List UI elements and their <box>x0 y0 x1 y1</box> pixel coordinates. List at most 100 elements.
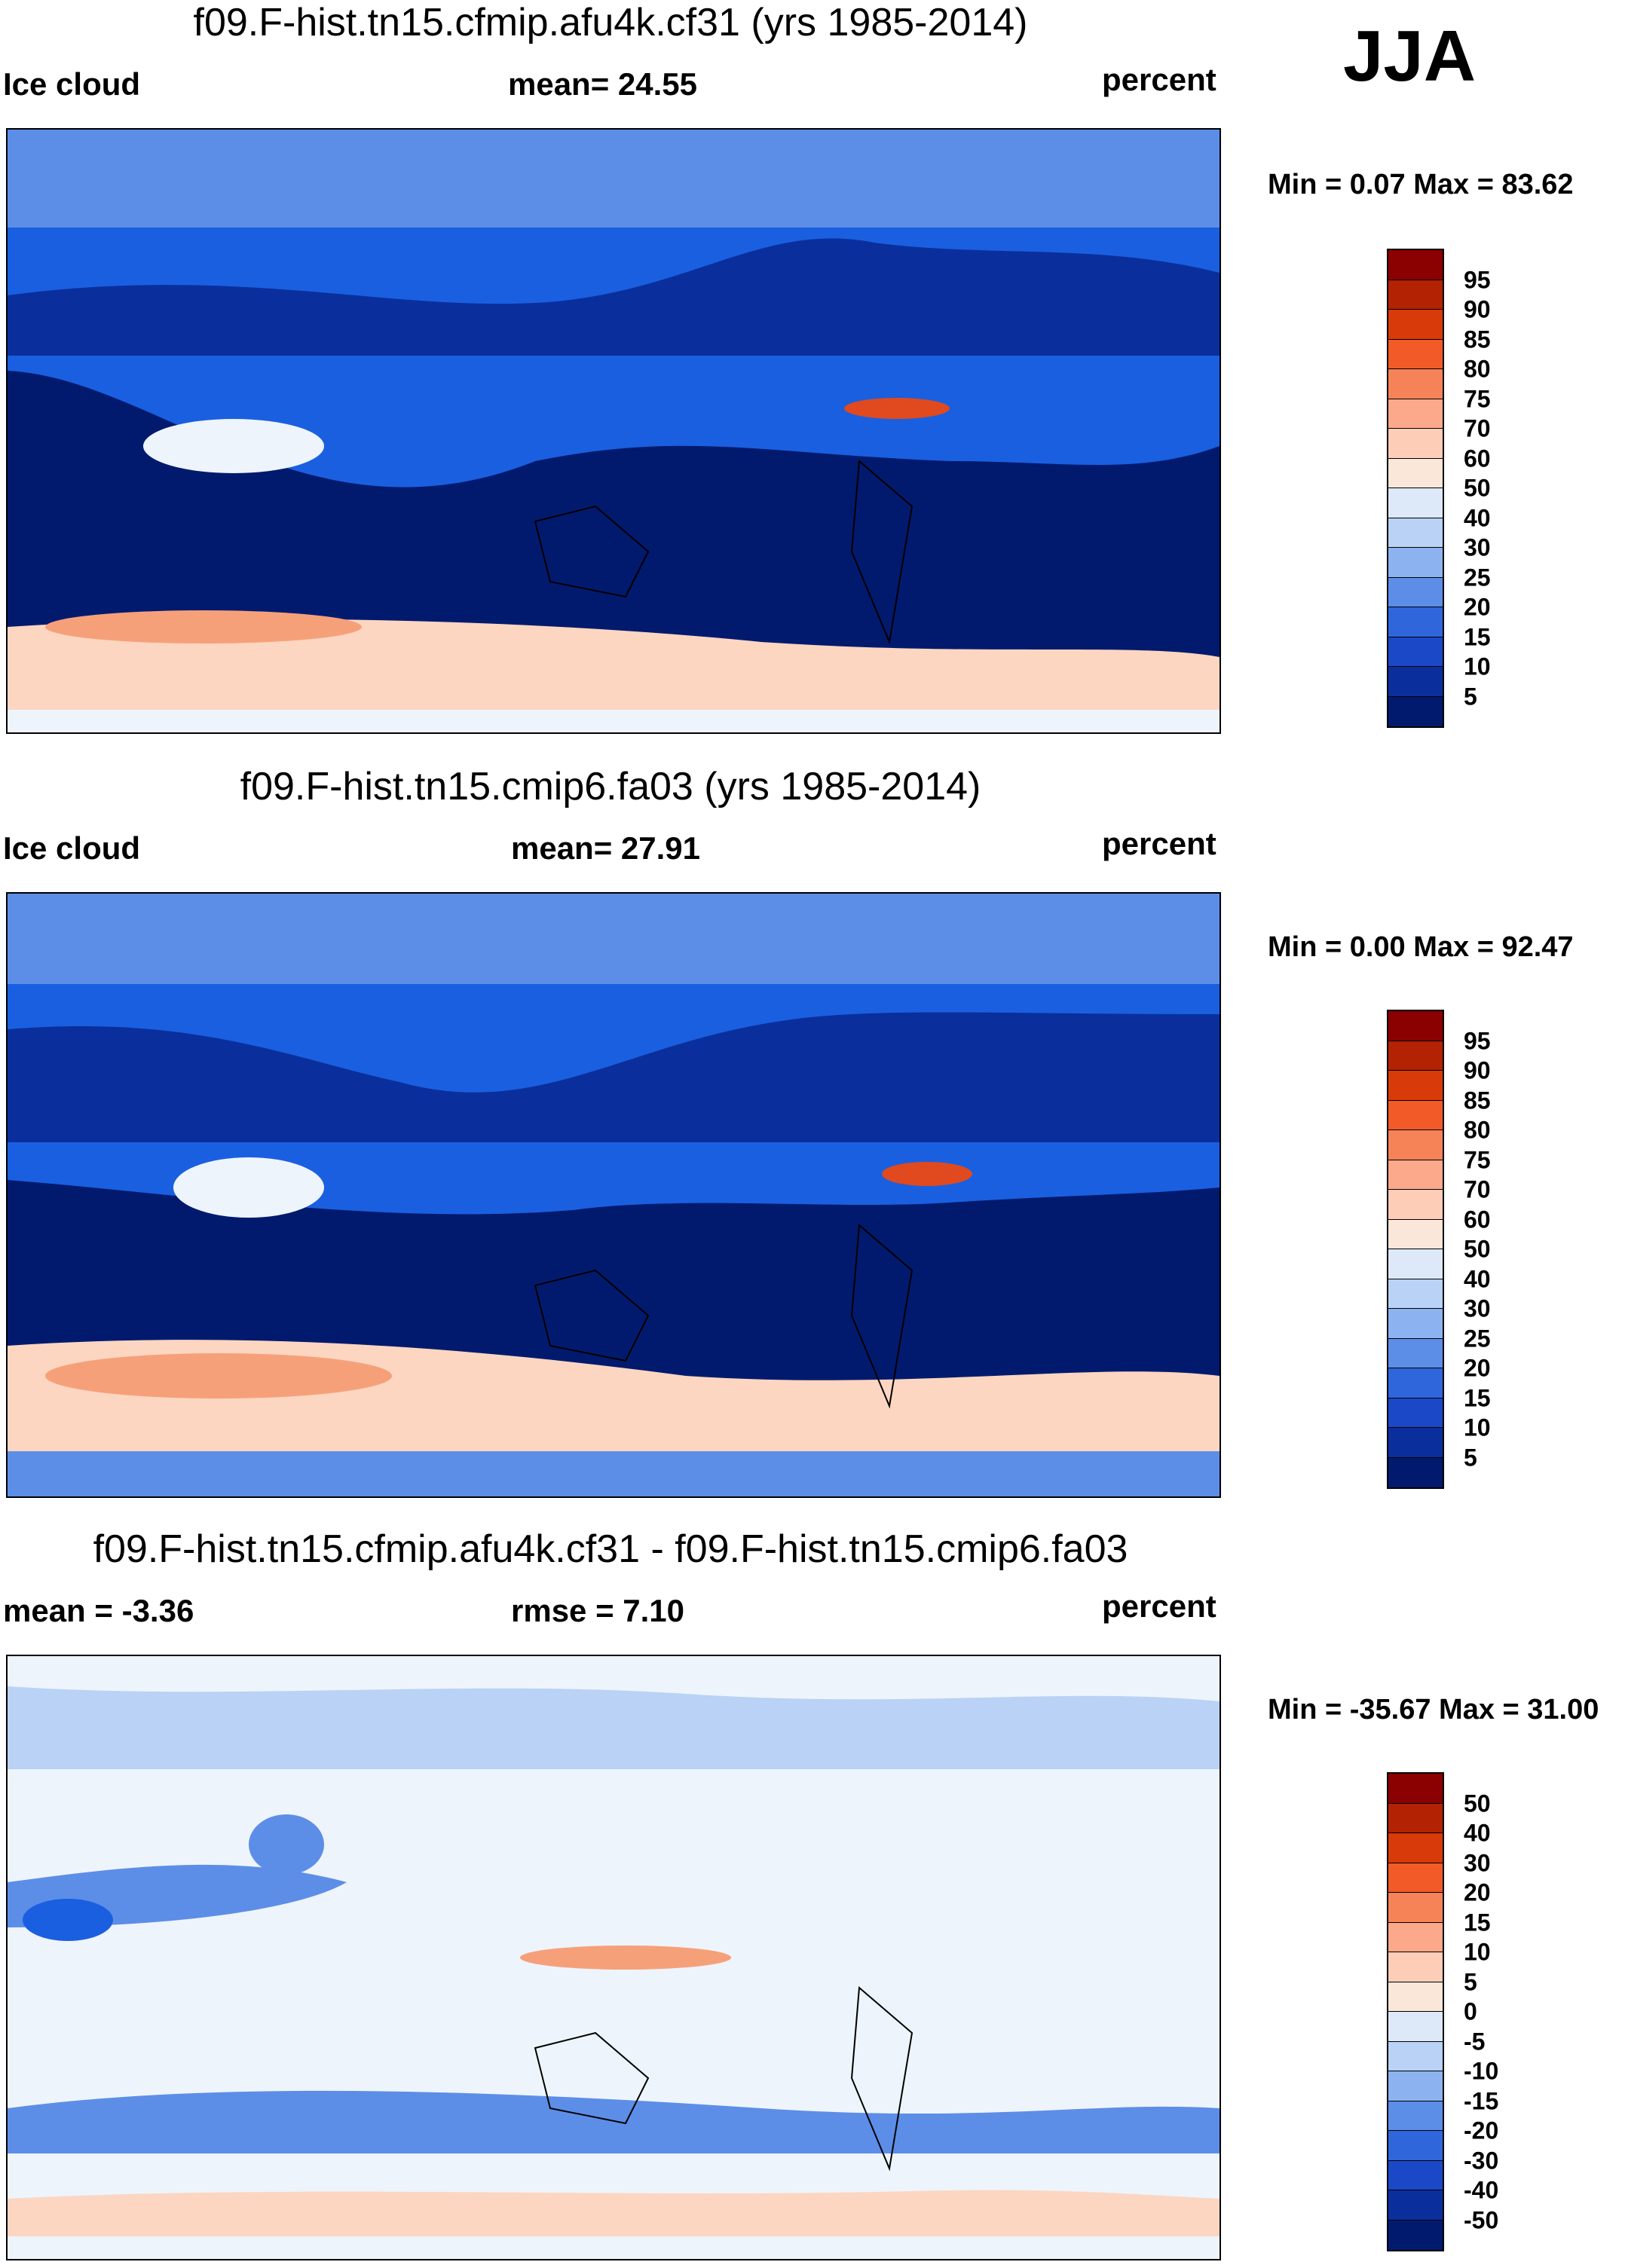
colorbar-tick-label: 5 <box>1464 683 1477 710</box>
colorbar-segment <box>1388 518 1443 548</box>
colorbar-segment <box>1388 1011 1443 1041</box>
south-band <box>8 371 1220 657</box>
panel-3-map <box>6 1655 1221 2260</box>
colorbar-3 <box>1387 1772 1444 2251</box>
panel-1-min-max: Min = 0.07 Max = 83.62 <box>1268 169 1574 200</box>
colorbar-segment <box>1388 2131 1443 2161</box>
panel-1-title: f09.F-hist.tn15.cfmip.afu4k.cf31 (yrs 19… <box>193 1 1028 44</box>
colorbar-tick-label: 5 <box>1464 1968 1477 1995</box>
arctic-band <box>8 130 1220 228</box>
colorbar-tick-label: 20 <box>1464 1354 1491 1382</box>
colorbar-tick-label: 80 <box>1464 1116 1491 1144</box>
colorbar-tick-label: 50 <box>1464 474 1491 502</box>
storm-track-west <box>45 610 362 643</box>
colorbar-tick-label: 60 <box>1464 1206 1491 1233</box>
colorbar-tick-label: 90 <box>1464 295 1491 323</box>
colorbar-segment <box>1388 1833 1443 1863</box>
colorbar-segment <box>1388 1160 1443 1190</box>
colorbar-tick-label: 85 <box>1464 1087 1491 1114</box>
colorbar-tick-label: 75 <box>1464 1146 1491 1173</box>
colorbar-segment <box>1388 1398 1443 1428</box>
west-africa-anomaly <box>23 1899 113 1941</box>
colorbar-tick-label: 20 <box>1464 593 1491 621</box>
colorbar-tick-label: 30 <box>1464 1294 1491 1322</box>
monsoon-pale-zone <box>143 419 324 473</box>
colorbar-tick-label: 40 <box>1464 1265 1491 1292</box>
colorbar-segment <box>1388 1368 1443 1398</box>
colorbar-segment <box>1388 1774 1443 1804</box>
colorbar-segment <box>1388 1457 1443 1487</box>
colorbar-segment <box>1388 1428 1443 1458</box>
antarctic-band <box>8 710 1220 732</box>
colorbar-tick-label: 15 <box>1464 623 1491 650</box>
panel-2-min-max: Min = 0.00 Max = 92.47 <box>1268 931 1574 963</box>
colorbar-tick-label: 40 <box>1464 504 1491 531</box>
panel-3-min-max: Min = -35.67 Max = 31.00 <box>1268 1694 1599 1725</box>
colorbar-segment <box>1388 1863 1443 1893</box>
antarctic-band <box>8 2190 1220 2236</box>
colorbar-tick-label: -15 <box>1464 2087 1499 2114</box>
colorbar-tick-label: 30 <box>1464 1849 1491 1876</box>
panel-1-variable-label: Ice cloud <box>3 66 141 102</box>
panel-3-units-label: percent <box>1102 1588 1216 1624</box>
itcz-hotspot <box>882 1162 972 1186</box>
monsoon-pale-zone <box>173 1157 324 1218</box>
colorbar-tick-label: 5 <box>1464 1444 1477 1471</box>
panel-3-rmse-label: rmse = 7.10 <box>511 1593 685 1628</box>
colorbar-segment <box>1388 1893 1443 1923</box>
panel-3-map-field <box>8 1656 1220 2259</box>
panel-1-mean-label: mean= 24.55 <box>508 66 698 102</box>
arctic-band <box>8 894 1220 984</box>
subtropic-north-band <box>8 238 1220 356</box>
colorbar-segment <box>1388 1219 1443 1249</box>
colorbar-tick-label: 15 <box>1464 1384 1491 1411</box>
colorbar-tick-label: 40 <box>1464 1819 1491 1847</box>
colorbar-segment <box>1388 2160 1443 2190</box>
colorbar-tick-label: 30 <box>1464 533 1491 561</box>
colorbar-tick-label: -10 <box>1464 2057 1499 2085</box>
colorbar-segment <box>1388 369 1443 399</box>
colorbar-tick-label: -5 <box>1464 2028 1486 2055</box>
colorbar-tick-label: 25 <box>1464 1325 1491 1352</box>
colorbar-segment <box>1388 1982 1443 2012</box>
colorbar-segment <box>1388 250 1443 280</box>
colorbar-segment <box>1388 1071 1443 1101</box>
colorbar-segment <box>1388 1338 1443 1368</box>
colorbar-tick-label: -40 <box>1464 2176 1499 2204</box>
panel-3-title: f09.F-hist.tn15.cfmip.afu4k.cf31 - f09.F… <box>93 1527 1128 1571</box>
panel-1-map <box>6 128 1221 734</box>
antarctic-band <box>8 1451 1220 1496</box>
colorbar-segment <box>1388 1100 1443 1130</box>
colorbar-tick-label: 75 <box>1464 385 1491 412</box>
colorbar-segment <box>1388 1130 1443 1160</box>
panel-2-map-field <box>8 894 1220 1496</box>
colorbar-segment <box>1388 399 1443 429</box>
colorbar-segment <box>1388 339 1443 369</box>
colorbar-segment <box>1388 1922 1443 1952</box>
coastlines <box>534 459 913 645</box>
colorbar-segment <box>1388 577 1443 607</box>
colorbar-segment <box>1388 696 1443 726</box>
colorbar-segment <box>1388 1249 1443 1279</box>
colorbar-tick-label: 95 <box>1464 1027 1491 1054</box>
colorbar-tick-label: 50 <box>1464 1790 1491 1817</box>
colorbar-segment <box>1388 2190 1443 2221</box>
colorbar-segment <box>1388 1041 1443 1071</box>
colorbar-2 <box>1387 1010 1444 1489</box>
colorbar-segment <box>1388 458 1443 488</box>
colorbar-tick-label: 70 <box>1464 1175 1491 1203</box>
season-label: JJA <box>1343 16 1477 96</box>
southern-ocean-band <box>8 2090 1220 2153</box>
colorbar-tick-label: 10 <box>1464 1938 1491 1966</box>
panel-2-variable-label: Ice cloud <box>3 830 141 866</box>
subtropic-north-band <box>8 1012 1220 1142</box>
colorbar-segment <box>1388 1952 1443 1982</box>
colorbar-tick-label: 25 <box>1464 564 1491 591</box>
colorbar-tick-label: 0 <box>1464 1997 1477 2025</box>
colorbar-tick-label: -50 <box>1464 2206 1499 2233</box>
panel-3-mean-label: mean = -3.36 <box>3 1593 194 1628</box>
coastlines <box>534 1985 913 2172</box>
colorbar-tick-label: 10 <box>1464 653 1491 680</box>
storm-track-west <box>45 1353 392 1398</box>
coastlines <box>534 1223 913 1409</box>
